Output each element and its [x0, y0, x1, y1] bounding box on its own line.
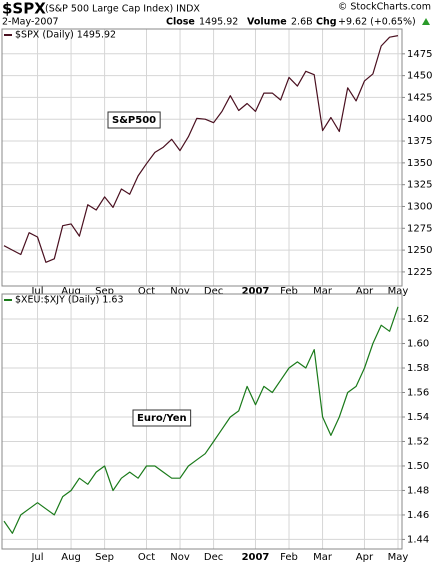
x-tick-label: Sep [95, 286, 114, 297]
x-tick-label: Sep [95, 552, 114, 563]
y-tick-label: 1.46 [407, 510, 429, 521]
annotation-box [132, 409, 192, 427]
annotation: Euro/Yen [132, 409, 192, 427]
y-tick-label: 1475 [407, 49, 432, 60]
annotation-text: Euro/Yen [137, 413, 187, 424]
x-tick-label: May [388, 286, 409, 297]
up-arrow [422, 18, 430, 25]
y-tick-label: 1425 [407, 92, 432, 103]
x-tick-label: 2007 [242, 552, 270, 563]
y-tick-label: 1375 [407, 136, 432, 147]
x-tick-label: Apr [356, 286, 374, 297]
change: +9.62 (+0.65%) [338, 17, 416, 28]
annotation-text: S&P500 [112, 115, 156, 126]
x-tick-label: Aug [61, 552, 81, 563]
annotation-box [107, 111, 161, 129]
panel-background [2, 29, 402, 286]
y-tick-label: 1.62 [407, 314, 429, 325]
legend-label: $SPX (Daily) 1495.92 [15, 30, 116, 41]
copyright: © StockCharts.com [338, 2, 431, 13]
y-tick-label: 1.48 [407, 485, 429, 496]
close-label: Close [166, 17, 195, 28]
volume: 2.6B [291, 17, 313, 28]
annotation: S&P500 [107, 111, 161, 129]
x-tick-label: 2007 [242, 286, 270, 297]
panel-frame [1, 293, 403, 550]
y-tick-label: 1.44 [407, 534, 429, 545]
price-line [3, 306, 399, 534]
x-tick-label: Nov [170, 552, 190, 563]
y-tick-label: 1.54 [407, 412, 429, 423]
x-tick-label: Oct [138, 286, 155, 297]
price-line [3, 35, 399, 263]
panel-background [2, 294, 402, 549]
x-tick-label: Aug [61, 286, 81, 297]
symbol: $SPX [2, 0, 46, 18]
x-tick-label: Mar [313, 286, 333, 297]
y-tick-label: 1350 [407, 158, 432, 169]
y-tick-label: 1.52 [407, 436, 429, 447]
y-tick-label: 1300 [407, 201, 432, 212]
x-tick-label: Mar [313, 552, 333, 563]
x-tick-label: Jul [30, 286, 43, 297]
y-tick-label: 1325 [407, 180, 432, 191]
x-tick-label: May [388, 552, 409, 563]
y-tick-label: 1.58 [407, 363, 429, 374]
y-tick-label: 1.56 [407, 388, 429, 399]
description: (S&P 500 Large Cap Index) INDX [45, 4, 200, 15]
x-tick-label: Dec [204, 286, 223, 297]
x-tick-label: Feb [280, 552, 298, 563]
y-tick-label: 1250 [407, 245, 432, 256]
change-label: Chg [316, 17, 337, 28]
x-tick-label: Oct [138, 552, 155, 563]
y-tick-label: 1.60 [407, 339, 429, 350]
x-tick-label: Feb [280, 286, 298, 297]
volume-label: Volume [247, 17, 287, 28]
y-tick-label: 1400 [407, 114, 432, 125]
y-tick-label: 1225 [407, 267, 432, 278]
y-tick-label: 1.50 [407, 461, 429, 472]
x-tick-label: Apr [356, 552, 374, 563]
panel-frame [1, 28, 403, 287]
date: 2-May-2007 [2, 17, 59, 28]
legend-label: $XEU:$XJY (Daily) 1.63 [15, 295, 124, 306]
x-tick-label: Jul [30, 552, 43, 563]
close: 1495.92 [199, 17, 238, 28]
x-tick-label: Nov [170, 286, 190, 297]
x-tick-label: Dec [204, 552, 223, 563]
y-tick-label: 1275 [407, 223, 432, 234]
y-tick-label: 1450 [407, 71, 432, 82]
